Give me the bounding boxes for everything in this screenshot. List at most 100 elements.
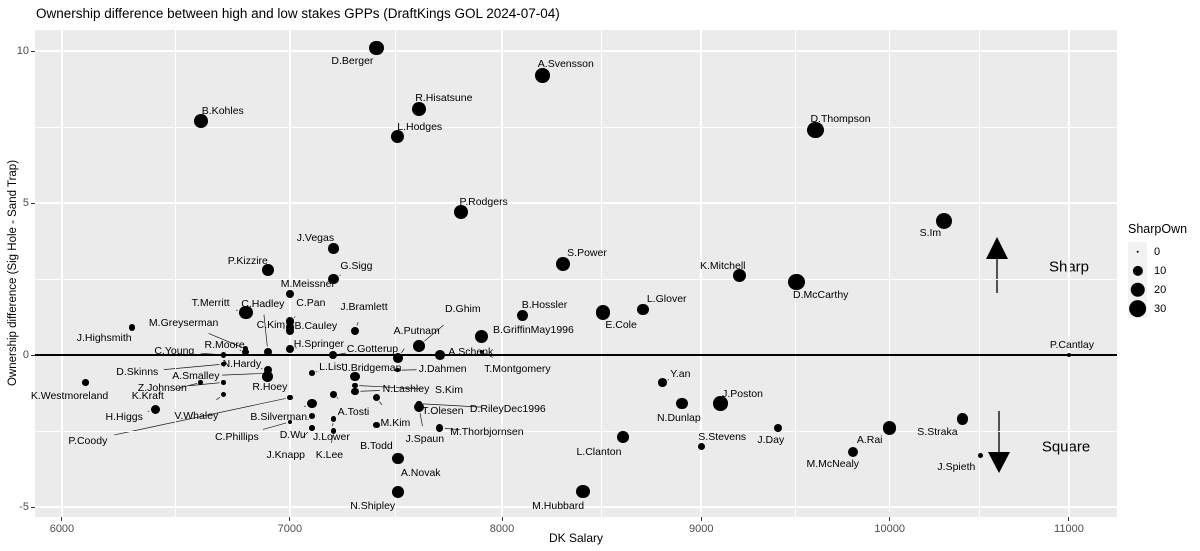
point-label: A.Novak (400, 467, 441, 480)
legend-entries: 0 10 20 30 (1128, 242, 1198, 318)
x-tick-mark (1068, 517, 1070, 521)
point-label: A.Rai (856, 433, 883, 446)
plot-panel (35, 30, 1117, 517)
point-label: J.Knapp (266, 448, 305, 461)
point-label: C.Kim (256, 318, 286, 331)
data-point (220, 391, 227, 398)
point-label: D.RileyDec1996 (469, 402, 546, 415)
data-point (287, 394, 293, 401)
point-label: J.Spaun (405, 432, 445, 445)
x-axis-title: DK Salary (548, 531, 604, 545)
point-label: J.Spieth (937, 461, 976, 474)
data-point (198, 380, 204, 385)
point-label: S.Stevens (698, 430, 747, 443)
point-label: A.Svensson (537, 58, 594, 71)
y-tick-label: 5 (22, 197, 29, 209)
y-gridline-major (35, 506, 1117, 508)
x-gridline-major (1068, 30, 1070, 517)
x-gridline-minor (978, 30, 980, 517)
x-tick-mark (501, 517, 503, 521)
point-label: P.Kizzire (227, 254, 268, 267)
point-label: J.Poston (722, 387, 763, 400)
data-point (350, 371, 360, 381)
point-label: R.Moore (204, 338, 245, 351)
data-point (535, 67, 551, 83)
data-point (150, 405, 160, 415)
point-label: J.Dahmen (418, 362, 467, 375)
point-label: T.Merritt (191, 297, 230, 310)
point-label: Z.Johnson (137, 382, 187, 395)
data-point (242, 348, 249, 356)
point-label: M.McNealy (806, 458, 860, 471)
legend-entry: 20 (1128, 280, 1198, 299)
x-tick-label: 10000 (874, 523, 905, 535)
data-point (576, 485, 590, 499)
x-gridline-major (888, 30, 891, 517)
legend-size-dot-icon (1130, 282, 1145, 297)
data-point (416, 400, 422, 407)
legend-entry-label: 20 (1154, 283, 1167, 296)
y-tick-label: -5 (19, 501, 29, 513)
point-label: K.Westmoreland (30, 390, 109, 403)
data-point (328, 273, 339, 285)
data-point (479, 350, 484, 354)
point-label: D.Thompson (810, 112, 871, 125)
data-point (351, 326, 359, 335)
data-point (474, 330, 488, 344)
data-point (936, 213, 953, 230)
point-label: L.Hodges (397, 120, 443, 133)
data-point (128, 324, 136, 331)
data-point (330, 391, 337, 398)
data-point (352, 382, 358, 389)
y-tick-label: 0 (22, 349, 29, 361)
x-tick-label: 6000 (49, 523, 75, 535)
chart-title: Ownership difference between high and lo… (36, 6, 560, 21)
point-label: D.Wu (279, 428, 306, 441)
data-point (436, 424, 444, 432)
x-gridline-major (700, 30, 703, 517)
data-point (238, 305, 253, 320)
point-label: D.Ghim (445, 302, 481, 315)
point-label: B.GriffinMay1996 (492, 323, 574, 336)
x-tick-label: 11000 (1054, 523, 1084, 535)
data-point (308, 370, 315, 377)
point-label: M.Meissner (280, 277, 335, 290)
point-label: R.Hoey (252, 381, 288, 394)
x-tick-mark (700, 517, 702, 521)
point-label: K.Kraft (131, 390, 164, 403)
data-point (193, 114, 208, 128)
point-label: E.Cole (605, 319, 637, 332)
x-tick-mark (889, 517, 891, 521)
y-gridline-major (35, 202, 1117, 204)
point-label: B.Cauley (294, 319, 338, 332)
data-point (373, 421, 380, 429)
point-label: J.Vegas (296, 231, 335, 244)
point-label: C.Hadley (241, 297, 285, 310)
point-label: C.Gotterup (346, 342, 399, 355)
point-label: N.Hardy (222, 357, 262, 370)
data-point (285, 323, 295, 332)
data-point (262, 370, 274, 382)
point-label: K.Mitchell (699, 259, 746, 272)
legend-size-dot-icon (1132, 265, 1143, 276)
point-label: K.Lee (315, 448, 344, 461)
legend-key-tile (1128, 299, 1147, 318)
x-tick-mark (289, 517, 291, 521)
legend-entry-label: 30 (1154, 302, 1167, 315)
point-label: B.Todd (360, 439, 393, 452)
data-point (329, 351, 338, 359)
point-label: G.Sigg (340, 259, 373, 272)
legend-entry: 30 (1128, 299, 1198, 318)
data-point (411, 101, 426, 116)
data-point (308, 412, 315, 419)
legend-size-dot-icon (1136, 250, 1139, 253)
data-point (285, 289, 295, 299)
data-point (82, 379, 89, 386)
size-legend: SharpOwn 0 10 20 30 (1128, 222, 1198, 318)
data-point (595, 305, 611, 320)
point-label: D.Skinns (116, 365, 159, 378)
zero-reference-line (35, 354, 1117, 356)
data-point (287, 419, 293, 425)
point-label: A.Smalley (172, 369, 220, 382)
x-gridline-minor (175, 30, 177, 517)
